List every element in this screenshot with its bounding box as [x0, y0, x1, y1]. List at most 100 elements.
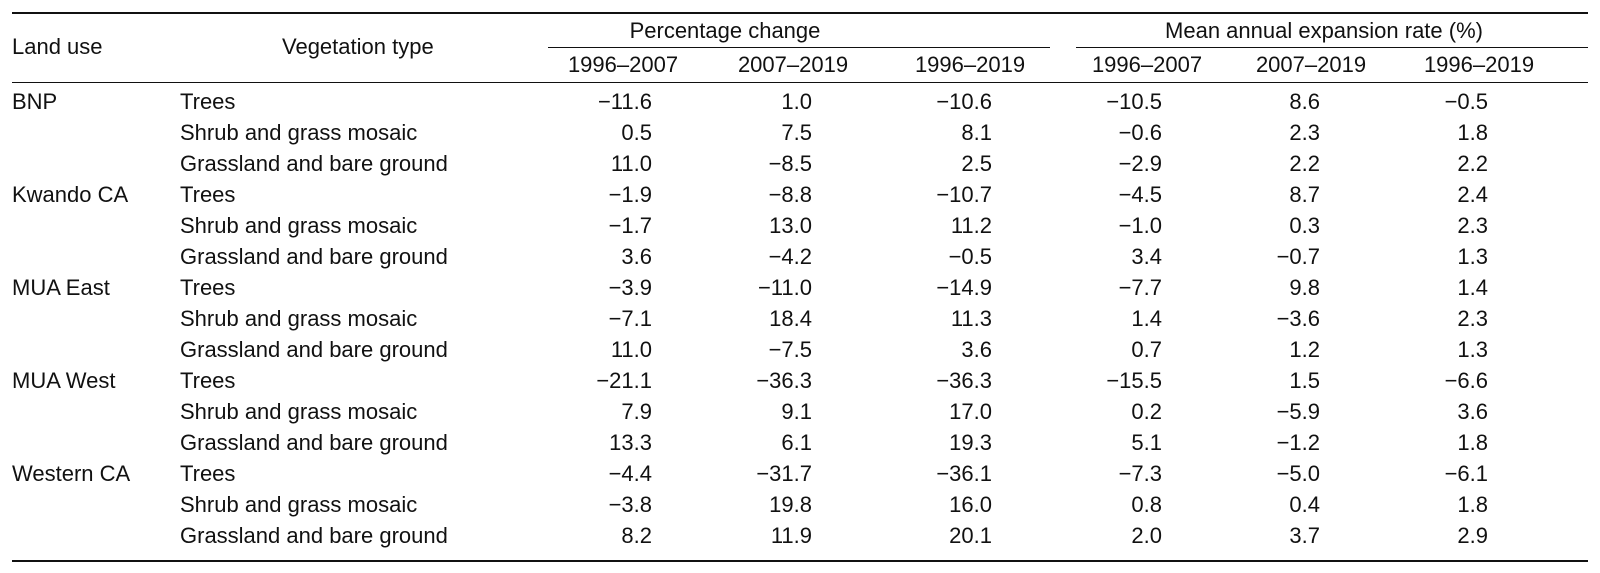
value-cell: 3.6 [621, 244, 652, 269]
value-cell: 2.2 [1289, 151, 1320, 176]
value-cell: 11.3 [950, 306, 992, 331]
table-row: Grassland and bare ground 3.6 −4.2 −0.5 3.4 −… [12, 243, 1588, 274]
value-cell: −1.0 [1118, 213, 1162, 238]
header-year-pct-1: 1996–2007 [567, 52, 679, 77]
value-cell: 3.4 [1131, 244, 1162, 269]
value-cell: 2.3 [1457, 306, 1488, 331]
header-year-pct-3: 1996–2019 [914, 52, 1026, 77]
value-cell: −3.9 [608, 275, 652, 300]
percentage-group-rule [548, 47, 1050, 48]
value-cell: 3.6 [1457, 399, 1488, 424]
vegetation-type-cell: Trees [180, 89, 236, 114]
vegetation-type-cell: Shrub and grass mosaic [180, 213, 418, 238]
value-cell: 6.1 [781, 430, 812, 455]
value-cell: 1.8 [1457, 492, 1488, 517]
value-cell: 9.8 [1289, 275, 1320, 300]
value-cell: 1.8 [1457, 430, 1488, 455]
table-row: Grassland and bare ground 11.0 −8.5 2.5 −2.9… [12, 150, 1588, 181]
vegetation-type-cell: Grassland and bare ground [180, 151, 448, 176]
value-cell: −11.0 [757, 275, 812, 300]
value-cell: 2.5 [961, 151, 992, 176]
table-row: Shrub and grass mosaic 0.5 7.5 8.1 −0.6 2.3 1.… [12, 119, 1588, 150]
value-cell: −10.6 [936, 89, 992, 114]
value-cell: 0.7 [1131, 337, 1162, 362]
land-use-cell: BNP [12, 89, 58, 114]
vegetation-type-cell: Trees [180, 182, 236, 207]
rate-group-rule [1076, 47, 1588, 48]
value-cell: −3.8 [608, 492, 652, 517]
vegetation-type-cell: Grassland and bare ground [180, 523, 448, 548]
vegetation-type-cell: Grassland and bare ground [180, 337, 448, 362]
value-cell: 16.0 [949, 492, 992, 517]
value-cell: 1.4 [1131, 306, 1162, 331]
value-cell: 11.0 [610, 151, 652, 176]
value-cell: 19.8 [769, 492, 812, 517]
value-cell: 7.5 [781, 120, 812, 145]
value-cell: 13.3 [609, 430, 652, 455]
value-cell: −4.5 [1118, 182, 1162, 207]
value-cell: −1.2 [1276, 430, 1320, 455]
value-cell: 8.7 [1289, 182, 1320, 207]
value-cell: 7.9 [621, 399, 652, 424]
value-cell: 0.8 [1131, 492, 1162, 517]
value-cell: 2.9 [1457, 523, 1488, 548]
vegetation-type-cell: Trees [180, 275, 236, 300]
value-cell: 8.2 [621, 523, 652, 548]
value-cell: 2.4 [1457, 182, 1488, 207]
value-cell: −8.5 [768, 151, 812, 176]
value-cell: 8.6 [1289, 89, 1320, 114]
table-row: Shrub and grass mosaic −1.7 13.0 11.2 −1.0 0.… [12, 212, 1588, 243]
table-row: Shrub and grass mosaic −3.8 19.8 16.0 0.8 0.4… [12, 491, 1588, 522]
value-cell: 2.2 [1457, 151, 1488, 176]
value-cell: −3.6 [1276, 306, 1320, 331]
value-cell: 1.5 [1289, 368, 1320, 393]
value-cell: 2.0 [1131, 523, 1162, 548]
land-use-cell: Kwando CA [12, 182, 129, 207]
vegetation-type-cell: Shrub and grass mosaic [180, 399, 418, 424]
table-row: Grassland and bare ground 11.0 −7.5 3.6 0.7 1… [12, 336, 1588, 367]
header-percentage-change: Percentage change [629, 18, 821, 43]
value-cell: 8.1 [961, 120, 992, 145]
table-top-rule [12, 12, 1588, 14]
header-land-use: Land use [12, 34, 103, 59]
value-cell: 3.6 [961, 337, 992, 362]
vegetation-type-cell: Grassland and bare ground [180, 244, 448, 269]
value-cell: −11.6 [597, 89, 652, 114]
land-use-cell: MUA West [12, 368, 116, 393]
value-cell: −4.4 [608, 461, 652, 486]
value-cell: 1.4 [1457, 275, 1488, 300]
vegetation-type-cell: Trees [180, 368, 236, 393]
value-cell: 1.0 [781, 89, 812, 114]
value-cell: −6.1 [1444, 461, 1488, 486]
header-year-rate-3: 1996–2019 [1423, 52, 1535, 77]
value-cell: 3.7 [1289, 523, 1320, 548]
vegetation-type-cell: Trees [180, 461, 236, 486]
vegetation-type-cell: Shrub and grass mosaic [180, 492, 418, 517]
header-year-rate-1: 1996–2007 [1091, 52, 1203, 77]
value-cell: −6.6 [1444, 368, 1488, 393]
value-cell: 13.0 [769, 213, 812, 238]
value-cell: −36.1 [936, 461, 992, 486]
vegetation-type-cell: Grassland and bare ground [180, 430, 448, 455]
value-cell: −36.3 [936, 368, 992, 393]
value-cell: −0.5 [1444, 89, 1488, 114]
value-cell: 0.3 [1289, 213, 1320, 238]
value-cell: 17.0 [949, 399, 992, 424]
value-cell: 2.3 [1457, 213, 1488, 238]
header-bottom-rule [12, 82, 1588, 83]
value-cell: 1.3 [1457, 244, 1488, 269]
value-cell: −0.6 [1118, 120, 1162, 145]
value-cell: −10.5 [1106, 89, 1162, 114]
table-row: Shrub and grass mosaic 7.9 9.1 17.0 0.2 −5.9 3… [12, 398, 1588, 429]
table-row: Western CA Trees −4.4 −31.7 −36.1 −7.3 −5.0 −6.… [12, 460, 1588, 491]
value-cell: 2.3 [1289, 120, 1320, 145]
table-row: Shrub and grass mosaic −7.1 18.4 11.3 1.4 −3.… [12, 305, 1588, 336]
value-cell: −1.7 [608, 213, 652, 238]
value-cell: 0.5 [621, 120, 652, 145]
value-cell: 11.9 [770, 523, 812, 548]
table-bottom-rule [12, 560, 1588, 562]
table-row: Kwando CA Trees −1.9 −8.8 −10.7 −4.5 8.7 2.4 [12, 181, 1588, 212]
value-cell: 11.2 [950, 213, 992, 238]
value-cell: −5.9 [1276, 399, 1320, 424]
value-cell: −8.8 [768, 182, 812, 207]
